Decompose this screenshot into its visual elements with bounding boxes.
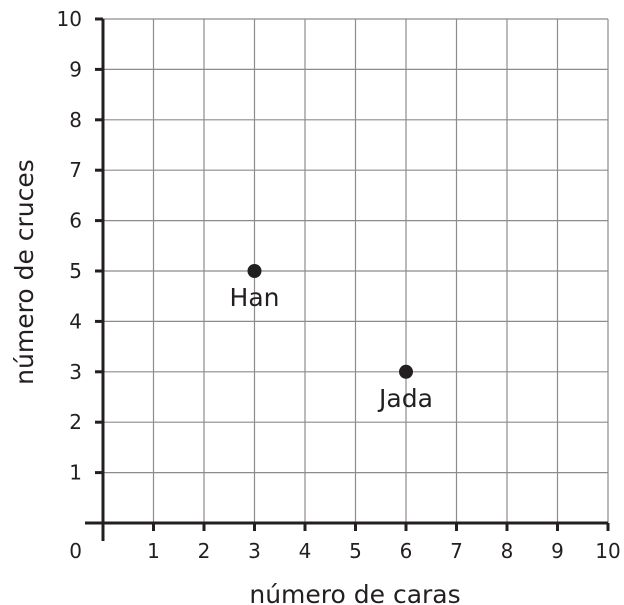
y-tick-label: 5 <box>69 259 82 283</box>
x-tick-label: 6 <box>400 539 413 563</box>
x-tick-label: 3 <box>248 539 261 563</box>
y-tick-label: 4 <box>69 309 82 333</box>
origin-label: 0 <box>69 539 82 563</box>
point-label: Han <box>230 283 280 312</box>
data-point <box>399 364 413 379</box>
x-tick-label: 5 <box>349 539 362 563</box>
y-tick-label: 7 <box>69 158 82 182</box>
x-tick-label: 4 <box>299 539 312 563</box>
y-axis-label: número de cruces <box>10 159 39 385</box>
x-axis-label: número de caras <box>249 580 460 605</box>
y-tick-label: 3 <box>69 360 82 384</box>
point-label: Jada <box>377 384 433 413</box>
axes <box>85 17 610 541</box>
y-tick-label: 2 <box>69 410 82 434</box>
data-points: Han Jada <box>230 264 433 413</box>
data-point <box>247 264 262 278</box>
x-tick-label: 10 <box>595 539 620 563</box>
x-tick-label: 1 <box>147 539 160 563</box>
x-tick-label: 9 <box>551 539 564 563</box>
grid-lines <box>103 18 609 523</box>
y-tick-label: 1 <box>69 461 82 485</box>
y-tick-label: 9 <box>69 57 82 81</box>
y-tick-label: 8 <box>69 108 82 132</box>
tick-labels: 1 2 3 4 5 6 7 8 9 10 1 2 3 4 5 6 7 8 9 10 0 <box>57 7 621 563</box>
y-tick-label: 10 <box>57 7 82 31</box>
y-tick-label: 6 <box>69 209 82 233</box>
x-tick-label: 2 <box>198 539 211 563</box>
x-tick-label: 8 <box>501 539 514 563</box>
x-tick-label: 7 <box>450 539 463 563</box>
